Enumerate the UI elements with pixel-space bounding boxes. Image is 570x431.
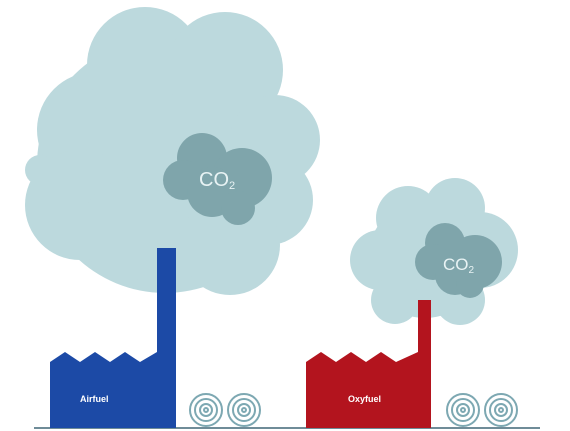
oxyfuel-coils (446, 393, 518, 427)
airfuel-co2-cloud (163, 133, 272, 225)
airfuel-factory-label: Airfuel (80, 394, 109, 404)
airfuel-building (50, 352, 176, 428)
oxyfuel-factory-label: Oxyfuel (348, 394, 381, 404)
oxyfuel-coil-2-icon (484, 393, 518, 427)
oxyfuel-coil-1-icon (446, 393, 480, 427)
oxyfuel-factory (306, 300, 431, 428)
airfuel-co2-label: CO2 (199, 169, 235, 192)
airfuel-factory (50, 248, 176, 428)
airfuel-coil-2-icon (227, 393, 261, 427)
airfuel-smoke-cloud (25, 7, 320, 295)
oxyfuel-co2-label: CO2 (443, 255, 475, 276)
oxyfuel-co2-cloud (415, 223, 502, 298)
airfuel-coils (189, 393, 261, 427)
airfuel-coil-1-icon (189, 393, 223, 427)
oxyfuel-building (306, 352, 431, 428)
